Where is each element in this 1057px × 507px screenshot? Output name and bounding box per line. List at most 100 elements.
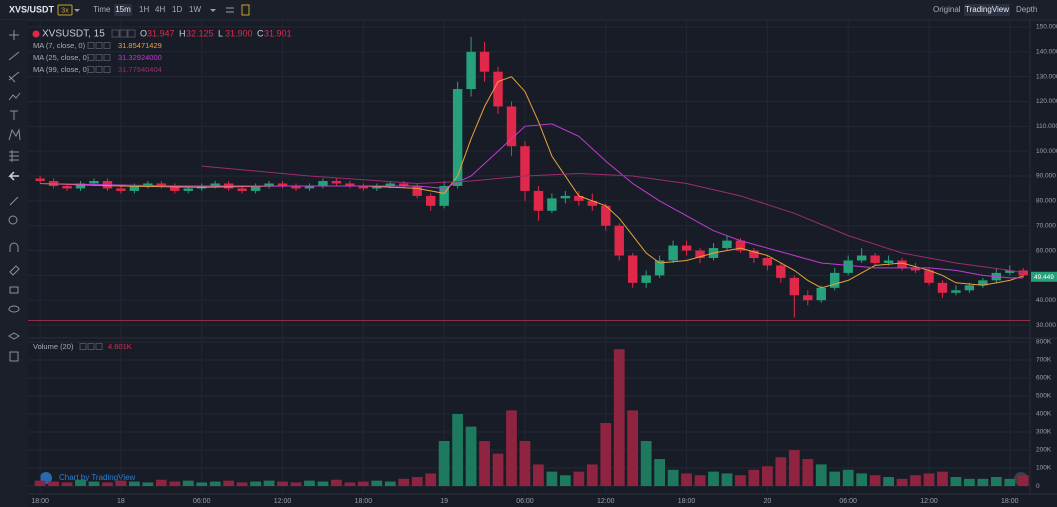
ruler-tool[interactable] — [9, 196, 19, 206]
line-tool[interactable] — [8, 51, 20, 61]
legend-button — [87, 42, 95, 49]
legend-button — [95, 54, 103, 61]
volume-bar — [667, 469, 679, 487]
candle-body — [466, 51, 476, 90]
legend-entry: MA (25, close, 0) — [33, 53, 90, 62]
y-tick-label: 400K — [1036, 411, 1052, 418]
layers-tool[interactable] — [8, 332, 20, 340]
crosshair-tool[interactable] — [9, 30, 19, 40]
eye-tool[interactable] — [8, 305, 20, 313]
brush-tool[interactable] — [8, 92, 21, 101]
legend-value: 31.85471429 — [118, 41, 162, 50]
interval[interactable]: Time — [93, 5, 111, 14]
text-tool[interactable] — [10, 110, 18, 120]
candle-body — [372, 185, 382, 189]
indicator-icon[interactable] — [226, 7, 234, 13]
legend-button — [103, 54, 111, 61]
lock-tool[interactable] — [9, 286, 19, 294]
candle-body — [856, 255, 867, 261]
interval[interactable]: 1D — [172, 5, 182, 14]
y-tick-label: 600K — [1036, 375, 1052, 382]
pattern-tool[interactable] — [8, 128, 21, 141]
legend-button — [95, 42, 103, 49]
x-tick-label: 18:00 — [1001, 498, 1019, 505]
volume-bar — [236, 482, 248, 487]
settings-icon[interactable] — [241, 4, 250, 16]
candle-body — [803, 295, 813, 301]
view-tab[interactable]: Original — [933, 5, 961, 14]
back-tool[interactable] — [8, 171, 19, 181]
leverage[interactable]: 3x — [61, 7, 69, 14]
volume-bar — [802, 459, 814, 487]
legend-button — [95, 66, 103, 73]
zoom-tool[interactable] — [8, 215, 18, 225]
candle-body — [587, 200, 598, 206]
magnet-tool[interactable] — [9, 242, 19, 252]
view-tab[interactable]: TradingView — [965, 5, 1009, 14]
y-tick-label: 60.000 — [1036, 247, 1056, 254]
dropdown-icon[interactable] — [210, 9, 216, 12]
candle-body — [641, 275, 651, 283]
interval[interactable]: 1W — [189, 5, 201, 14]
volume-bar — [384, 481, 396, 487]
watermark[interactable]: Chart by TradingView — [59, 473, 136, 482]
left-toolbar — [0, 20, 28, 507]
volume-bar — [856, 473, 868, 487]
candle-body — [843, 260, 853, 273]
legend-button — [103, 66, 111, 73]
y-tick-label: 150.000 — [1036, 24, 1057, 31]
lock-draw-tool[interactable] — [9, 265, 20, 276]
interval[interactable]: 4H — [155, 5, 165, 14]
volume-bar — [883, 477, 894, 487]
ohlc-value: 31.901 — [264, 28, 292, 38]
candle-body — [924, 270, 934, 283]
volume-bar — [250, 481, 261, 487]
volume-bar — [48, 481, 59, 487]
volume-bar — [209, 481, 221, 487]
volume-bar — [34, 480, 46, 487]
fib-tool[interactable] — [8, 71, 20, 83]
x-tick-label: 20 — [763, 498, 771, 505]
volume-bar — [1004, 478, 1016, 487]
volume-bar — [196, 482, 208, 487]
trash-tool[interactable] — [9, 351, 19, 362]
candle-body — [547, 198, 557, 211]
ma-line — [40, 76, 1024, 289]
x-tick-label: 18:00 — [31, 498, 49, 505]
interval[interactable]: 1H — [139, 5, 149, 14]
y-tick-label: 0 — [1036, 483, 1040, 490]
y-tick-label: 80.000 — [1036, 198, 1056, 205]
candle-body — [1005, 270, 1015, 273]
ohlc-value: 31.947 — [147, 28, 175, 38]
legend-entry: MA (7, close, 0) — [33, 41, 86, 50]
candle-body — [250, 185, 261, 191]
x-tick-label: 06:00 — [193, 498, 211, 505]
forecast-tool[interactable] — [9, 150, 19, 162]
view-active — [964, 4, 1010, 16]
x-tick-label: 12:00 — [274, 498, 292, 505]
legend-button — [87, 343, 95, 350]
volume-bar — [923, 473, 935, 487]
y-tick-label: 90.000 — [1036, 173, 1056, 180]
candle-body — [627, 255, 638, 283]
y-tick-label: 110.000 — [1036, 123, 1057, 130]
candle-body — [439, 185, 449, 206]
candle-body — [183, 188, 193, 191]
y-tick-label: 200K — [1036, 447, 1052, 454]
legend-value: 31.77940404 — [118, 65, 162, 74]
ohlc-value: 32.125 — [186, 28, 214, 38]
candle-body — [681, 245, 692, 251]
drawing-tools — [8, 30, 21, 362]
x-tick-label: 12:00 — [597, 498, 615, 505]
x-tick-label: 19 — [440, 498, 448, 505]
interval[interactable]: 15m — [115, 5, 131, 14]
volume-bar — [223, 480, 235, 487]
view-tab[interactable]: Depth — [1016, 5, 1037, 14]
volume-bar — [627, 410, 639, 487]
candle-body — [964, 285, 975, 291]
symbol[interactable]: XVS/USDT — [9, 4, 55, 14]
candle-body — [654, 260, 665, 276]
volume-bar — [142, 482, 154, 487]
